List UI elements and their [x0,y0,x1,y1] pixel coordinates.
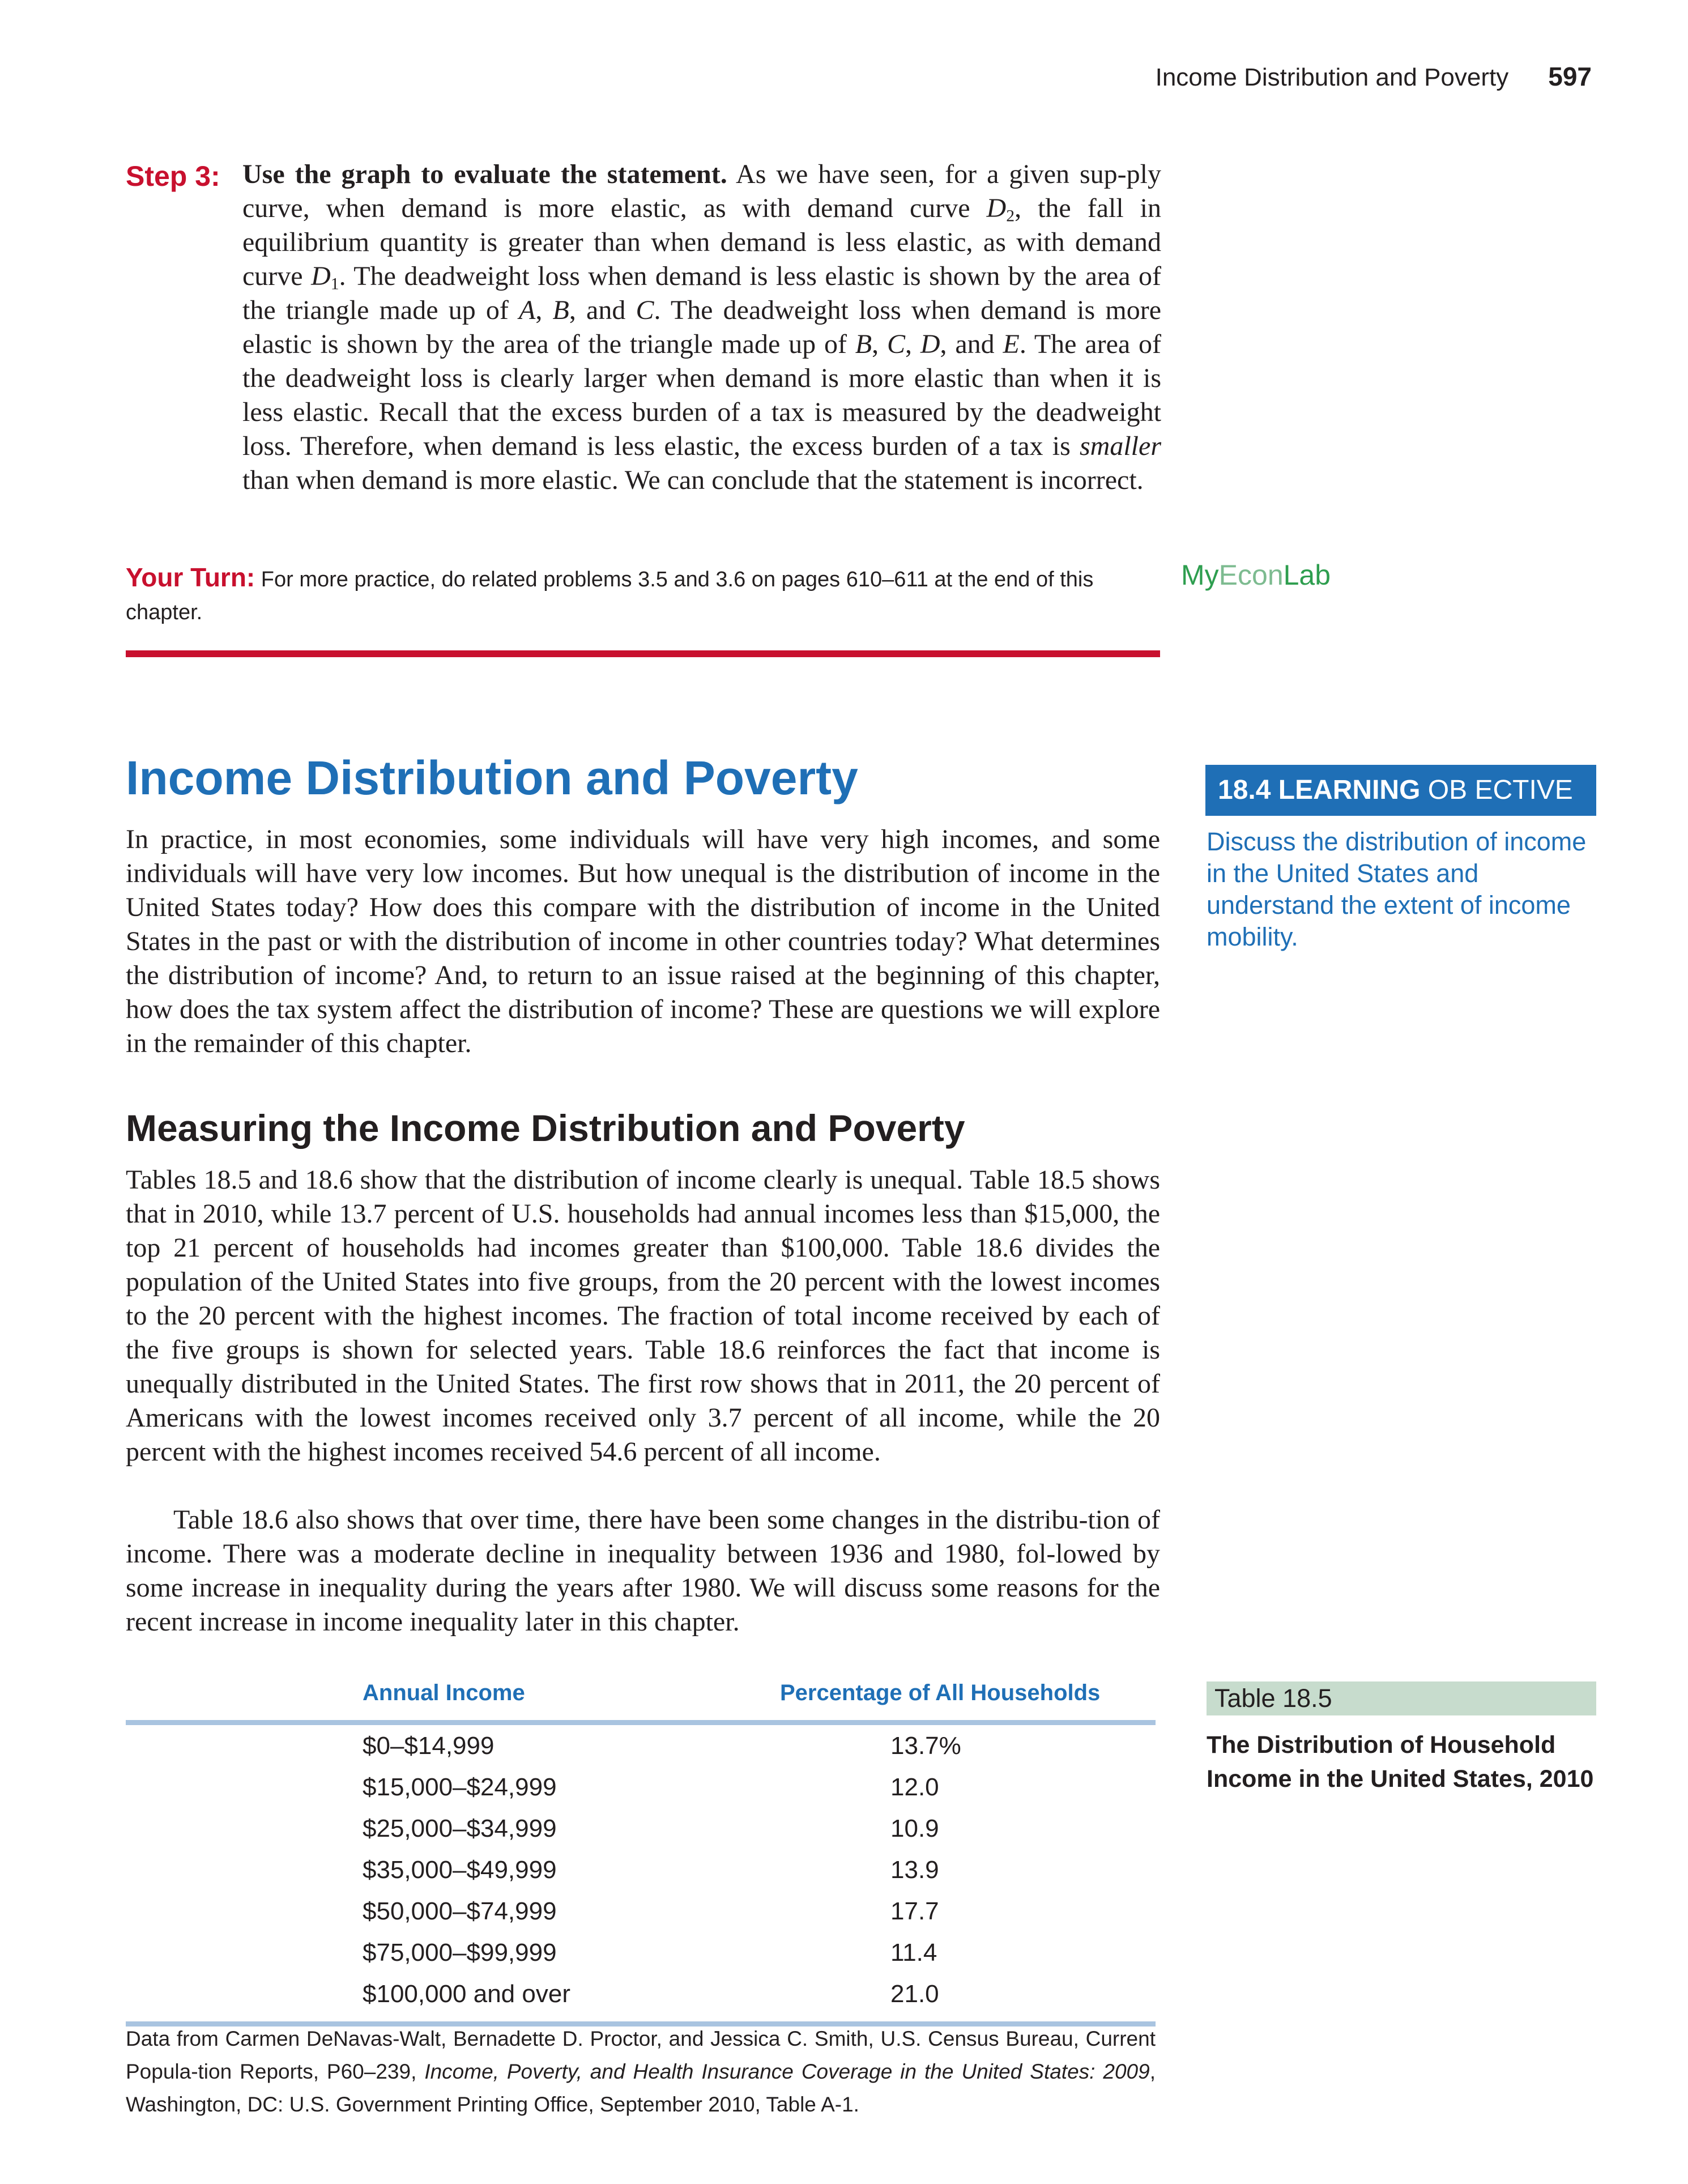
percent-cell: 12.0 [890,1773,939,1801]
body-paragraph-2: Table 18.6 also shows that over time, th… [126,1505,1160,1637]
table-row: $35,000–$49,999 13.9 [126,1849,1156,1891]
table-bottom-rule [126,2021,1156,2027]
income-cell: $25,000–$34,999 [363,1815,557,1842]
percent-cell: 13.7% [890,1732,961,1760]
header-annual-income: Annual Income [363,1680,525,1705]
percent-cell: 11.4 [890,1939,937,1966]
section-title: Income Distribution and Poverty [126,751,858,804]
step-lead: Use the graph to evaluate the statement. [242,159,727,189]
table-caption: The Distribution of Household Income in … [1207,1731,1594,1793]
section-divider [126,650,1160,657]
table-row: $25,000–$34,999 10.9 [126,1808,1156,1849]
var-d-area: D [920,329,940,359]
emphasis-smaller: smaller [1080,431,1161,461]
income-cell: $35,000–$49,999 [363,1856,557,1884]
subsection-title: Measuring the Income Distribution and Po… [126,1107,965,1149]
var-a: A [519,295,536,325]
running-head: Income Distribution and Poverty 597 [1156,61,1592,92]
percent-cell: 17.7 [890,1897,939,1925]
table-row: $15,000–$24,999 12.0 [126,1766,1156,1808]
income-table: Annual Income Percentage of All Househol… [126,1671,1156,2027]
var-b: B [552,295,569,325]
myeconlab-lab: Lab [1283,559,1331,591]
learning-objective-number: 18.4 LEARNING [1218,775,1421,805]
table-row: $0–$14,999 13.7% [126,1725,1156,1766]
table-row: $100,000 and over 21.0 [126,1973,1156,2015]
var-d: D [986,193,1007,223]
var-e: E [1003,329,1020,359]
table-top-rule [126,1720,1156,1725]
step-text-part: . The area of the deadweight loss is cle… [242,329,1162,461]
your-turn-label: Your Turn: [126,563,255,592]
step-text-part: than when demand is more elastic. We can… [242,465,1144,495]
step-text-part: . The deadweight loss when demand is les… [242,261,1161,325]
table-body: $0–$14,999 13.7% $15,000–$24,999 12.0 $25,… [126,1725,1156,2015]
var-c: C [636,295,654,325]
income-cell: $0–$14,999 [363,1732,495,1760]
header-percentage: Percentage of All Households [780,1680,1101,1705]
source-text-a: Data from Carmen DeNavas-Walt, Bernadett… [126,2027,1156,2083]
step-text-part: , the fall in equilibrium quantity is gr… [242,193,1162,291]
income-cell: $50,000–$74,999 [363,1897,557,1925]
var-b: B [855,329,872,359]
var-d: D [311,261,331,291]
step-label: Step 3: [126,160,220,192]
learning-objective-word: OB ECTIVE [1420,775,1573,805]
percent-cell: 10.9 [890,1815,939,1842]
step-text-part: . The deadweight loss when demand is mor… [242,295,1161,359]
learning-objective-text: Discuss the distribution of income in th… [1207,827,1587,951]
percent-cell: 21.0 [890,1980,939,2008]
subscript-2: 2 [1006,206,1015,225]
your-turn-text: For more practice, do related problems 3… [126,568,1094,624]
step-text-part: , [872,329,887,359]
intro-paragraph: In practice, in most economies, some ind… [126,824,1160,1058]
table-source-note: Data from Carmen DeNavas-Walt, Bernadett… [126,2023,1156,2121]
step-text: Use the graph to evaluate the statement.… [242,157,1161,497]
table-number-badge: Table 18.5 [1207,1681,1596,1715]
your-turn-note: Your Turn: For more practice, do related… [126,561,1134,629]
var-c: C [886,329,905,359]
step-text-part: As we have seen, for a given sup-ply cur… [242,159,1161,223]
subscript-1: 1 [330,274,339,293]
source-text-b: , Washington, DC: U.S. Government Printi… [126,2060,1156,2116]
step-text-part: , and [569,295,636,325]
source-report-title: Income, Poverty, and Health Insurance Co… [424,2060,1150,2083]
page-number: 597 [1548,62,1592,91]
myeconlab-econ: Econ [1218,559,1284,591]
income-cell: $75,000–$99,999 [363,1939,557,1966]
step-text-part: , [535,295,553,325]
income-cell: $100,000 and over [363,1980,570,2008]
myeconlab-logo: MyEconLab [1181,559,1331,591]
percent-cell: 13.9 [890,1856,939,1884]
table-header: Annual Income Percentage of All Househol… [126,1671,1156,1720]
income-cell: $15,000–$24,999 [363,1773,557,1801]
table-row: $75,000–$99,999 11.4 [126,1932,1156,1973]
body-paragraph-1: Tables 18.5 and 18.6 show that the distr… [126,1165,1160,1467]
learning-objective-badge: 18.4 LEARNING OB ECTIVE [1205,765,1596,816]
step-text-part: , [905,329,920,359]
running-head-title: Income Distribution and Poverty [1155,63,1509,91]
step-text-part: , and [940,329,1003,359]
myeconlab-my: My [1181,559,1219,591]
table-row: $50,000–$74,999 17.7 [126,1891,1156,1932]
